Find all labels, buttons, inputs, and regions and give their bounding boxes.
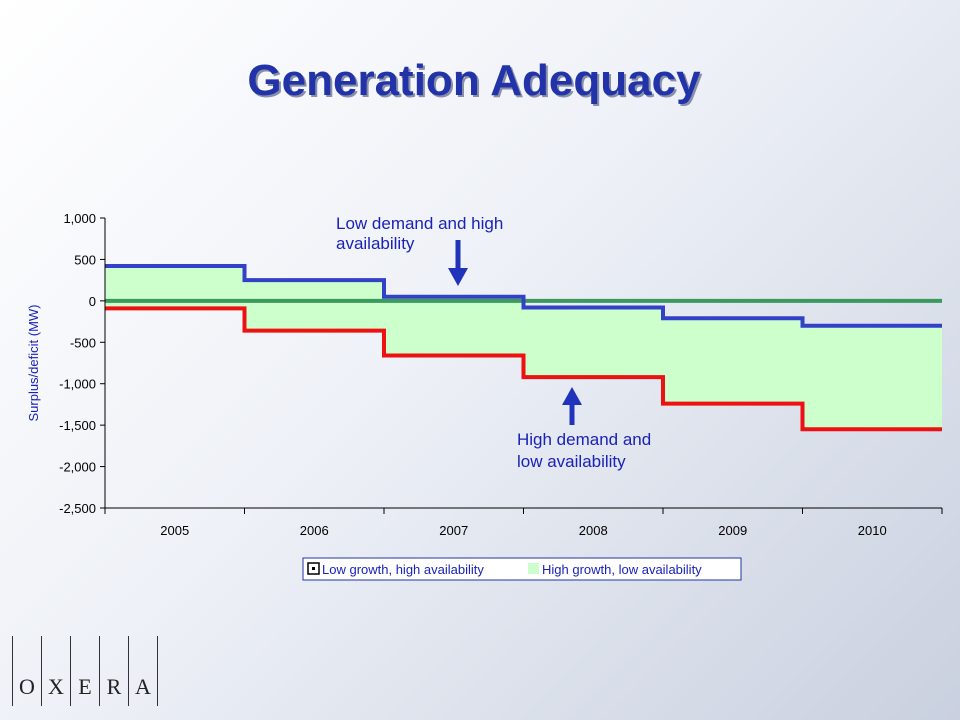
arrow-up-icon (562, 387, 582, 425)
y-tick-label: 1,000 (63, 211, 96, 226)
y-axis-label: Surplus/deficit (MW) (26, 304, 41, 421)
annotation-high-demand: High demand and low availability (517, 387, 651, 471)
x-tick-label: 2005 (160, 523, 189, 538)
chart-marks (105, 264, 942, 432)
logo-letter: A (128, 636, 158, 706)
y-tick-label: -500 (70, 335, 96, 350)
annotation-low-demand: Low demand and high availability (336, 214, 503, 286)
page-title: Generation Adequacy (247, 56, 701, 105)
legend-label-high: High growth, low availability (542, 562, 702, 577)
y-tick-label: -1,000 (59, 377, 96, 392)
oxera-logo: O X E R A (12, 636, 158, 706)
legend-label-low: Low growth, high availability (322, 562, 484, 577)
arrow-down-icon (448, 240, 468, 286)
x-tick-label: 2006 (300, 523, 329, 538)
y-tick-label: 500 (74, 252, 96, 267)
logo-letter: O (12, 636, 41, 706)
logo-letter: R (99, 636, 128, 706)
annotation-low-demand-line-2: availability (336, 234, 415, 253)
annotation-high-demand-line-1: High demand and (517, 430, 651, 449)
series-line-low-growth (105, 264, 942, 328)
legend-swatch-high (528, 563, 539, 574)
x-tick-label: 2008 (579, 523, 608, 538)
legend: Low growth, high availability High growt… (302, 557, 742, 581)
y-tick-label: -1,500 (59, 418, 96, 433)
logo-letter: E (70, 636, 99, 706)
y-axis-ticks: 1,000 500 0 -500 -1,000 -1,500 -2,000 -2,500 (59, 211, 105, 516)
x-tick-label: 2009 (718, 523, 747, 538)
y-tick-label: 0 (89, 294, 96, 309)
annotation-high-demand-line-2: low availability (517, 452, 626, 471)
x-tick-label: 2007 (439, 523, 468, 538)
x-tick-label: 2010 (858, 523, 887, 538)
annotation-low-demand-line-1: Low demand and high (336, 214, 503, 233)
logo-letter: X (41, 636, 70, 706)
legend-box (302, 557, 742, 581)
series-line-high-growth (105, 306, 942, 432)
area-band (105, 266, 942, 430)
y-tick-label: -2,000 (59, 460, 96, 475)
x-axis-ticks: 2005 2006 2007 2008 2009 2010 (104, 508, 943, 538)
chart-axes (104, 218, 942, 509)
y-tick-label: -2,500 (59, 501, 96, 516)
